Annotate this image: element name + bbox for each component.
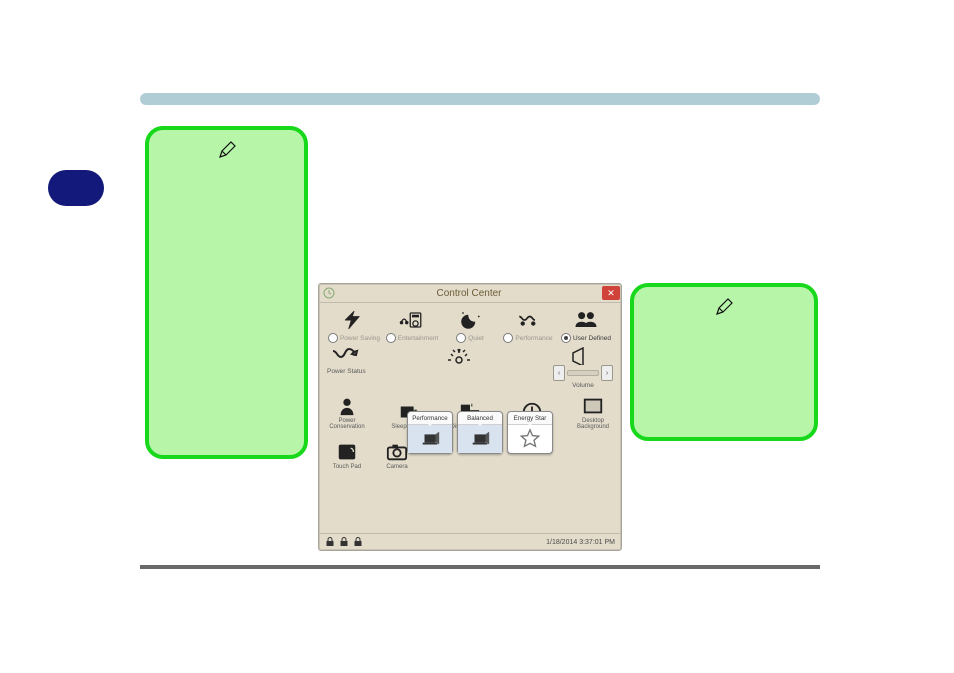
touch-pad-button[interactable]: Touch Pad <box>327 441 367 470</box>
bottom-divider <box>140 565 820 569</box>
power-status: Power Status <box>327 347 366 375</box>
volume-control: ‹ › Volume <box>553 347 613 389</box>
close-button[interactable]: ✕ <box>602 286 620 300</box>
titlebar: Control Center ✕ <box>319 284 621 303</box>
mode-user-defined[interactable]: User Defined <box>559 309 613 343</box>
mode-performance[interactable]: Performance <box>501 309 555 343</box>
popup-label: Performance <box>412 415 447 422</box>
speaker-icon <box>571 347 595 365</box>
timestamp: 1/18/2014 3:37:01 PM <box>546 539 615 546</box>
annotation-note-left <box>145 126 308 459</box>
window-content: Power Saving Entertainment Quiet Perform… <box>319 303 621 474</box>
volume-up-button[interactable]: › <box>601 365 613 381</box>
volume-down-button[interactable]: ‹ <box>553 365 565 381</box>
annotation-note-right <box>630 283 818 441</box>
mode-label: Quiet <box>468 335 484 342</box>
lock-icon <box>339 537 349 547</box>
ctl-label: PowerConservation <box>329 418 364 431</box>
brightness-icon <box>444 347 474 365</box>
power-conservation-popup: Performance Balanced Energy Star <box>407 411 553 454</box>
mode-entertainment[interactable]: Entertainment <box>385 309 439 343</box>
window-title: Control Center <box>336 288 602 299</box>
popup-energy-star[interactable]: Energy Star <box>507 411 553 454</box>
mode-label: Entertainment <box>398 335 438 342</box>
app-icon <box>322 286 336 300</box>
pencil-icon <box>714 297 734 322</box>
mode-label: Performance <box>515 335 552 342</box>
control-center-window: Control Center ✕ Power Saving Entertainm… <box>318 283 622 551</box>
popup-performance[interactable]: Performance <box>407 411 453 454</box>
side-pill <box>48 170 104 206</box>
statusbar: 1/18/2014 3:37:01 PM <box>319 533 621 550</box>
volume-slider[interactable] <box>567 370 599 376</box>
top-divider <box>140 93 820 105</box>
pencil-icon <box>217 140 237 165</box>
mode-quiet[interactable]: Quiet <box>443 309 497 343</box>
volume-label: Volume <box>572 382 594 389</box>
ctl-label: Touch Pad <box>333 464 361 470</box>
lock-icon <box>325 537 335 547</box>
modes-row: Power Saving Entertainment Quiet Perform… <box>327 309 613 343</box>
ctl-label: Camera <box>386 464 407 470</box>
mode-label: User Defined <box>573 335 611 342</box>
popup-balanced[interactable]: Balanced <box>457 411 503 454</box>
popup-label: Balanced <box>467 415 493 422</box>
ctl-label: DesktopBackground <box>577 418 609 431</box>
lock-icon <box>353 537 363 547</box>
mode-label: Power Saving <box>340 335 380 342</box>
popup-label: Energy Star <box>514 415 547 422</box>
lock-indicators <box>325 537 363 547</box>
status-row: Power Status ‹ › Volume <box>327 347 613 389</box>
desktop-background-button[interactable]: DesktopBackground <box>573 395 613 431</box>
power-conservation-button[interactable]: PowerConservation <box>327 395 367 431</box>
power-status-label: Power Status <box>327 368 366 375</box>
mode-power-saving[interactable]: Power Saving <box>327 309 381 343</box>
